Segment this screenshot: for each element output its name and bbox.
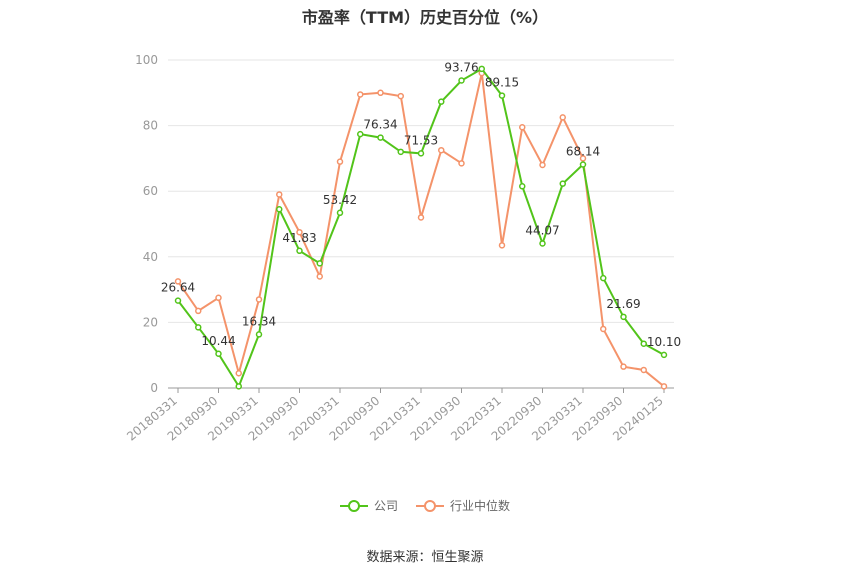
data-label: 76.34 [363,118,397,132]
point-company [519,183,526,190]
legend-line-green-icon [339,499,368,512]
point-company [559,180,566,187]
data-label-layer: 26.64 10.44 16.34 41.83 53.42 76.34 71.53 93.76… [161,60,681,348]
point-industry-median [498,242,506,249]
data-label: 89.15 [485,76,519,90]
data-label: 53.42 [323,193,357,207]
point-industry-median [255,296,263,303]
point-company [397,148,404,156]
data-label: 10.10 [647,335,681,349]
point-company [417,150,425,157]
point-industry-median [579,155,587,162]
legend-line-orange-icon [416,499,444,512]
point-industry-median [660,383,668,390]
point-company [235,383,242,390]
point-company [458,77,465,84]
data-label: 41.83 [282,231,316,245]
point-industry-median [620,363,627,370]
data-label: 68.14 [566,145,600,159]
point-company [660,351,668,359]
y-tick-label: 0 [150,381,158,395]
data-label: 26.64 [161,281,195,295]
point-industry-median [215,294,222,302]
point-company [255,331,263,338]
point-industry-median [519,123,526,131]
data-label: 16.34 [242,314,276,328]
point-company [600,274,607,282]
point-industry-median [417,214,425,221]
data-source: 数据来源：恒生聚源 [366,550,484,565]
point-industry-median [559,114,566,121]
point-industry-median [316,273,323,280]
point-industry-median [539,161,546,169]
chart-title: 市盈率（TTM）历史百分位（%） [301,8,549,27]
point-company [620,313,627,321]
point-industry-median [640,366,647,374]
point-company [316,260,323,267]
point-industry-median [357,91,364,98]
point-company [296,247,303,255]
point-company [276,205,283,213]
point-company [478,65,485,73]
point-company [357,130,364,138]
series-line-industry-median [177,72,665,388]
y-tick-label: 60 [143,184,158,198]
point-company [498,92,506,99]
point-company [640,340,647,347]
legend-item-company[interactable]: 公司 [339,497,398,514]
point-industry-median [174,278,182,285]
series-layer [174,65,668,390]
y-tick-label: 100 [135,53,158,67]
point-company [215,350,222,358]
y-tick-label: 20 [143,315,158,329]
legend-item-industry-median[interactable]: 行业中位数 [416,497,510,514]
point-industry-median [336,158,344,165]
point-industry-median [377,89,384,97]
point-industry-median [438,146,445,154]
point-industry-median [195,307,202,315]
data-label: 44.07 [525,223,559,237]
data-label: 93.76 [444,60,478,74]
point-industry-median [296,228,303,236]
point-industry-median [276,191,283,198]
legend-label-company: 公司 [373,499,398,513]
point-industry-median [397,92,404,100]
axis-layer: 0204060801002018033120180930201903312019… [124,53,674,444]
point-company [174,297,182,304]
point-industry-median [235,369,242,377]
point-company [377,134,384,141]
data-label: 10.44 [201,334,235,348]
y-tick-label: 40 [143,250,158,264]
point-company [539,240,546,247]
data-label: 71.53 [404,133,438,147]
point-company [195,324,202,331]
point-industry-median [600,325,607,333]
legend: 公司 行业中位数 [0,497,850,514]
grid-layer [168,59,674,323]
point-company [438,98,445,105]
legend-label-industry-median: 行业中位数 [450,499,511,513]
y-tick-label: 80 [143,119,158,133]
point-industry-median [458,160,465,167]
point-company [579,161,587,168]
data-label: 21.69 [606,297,640,311]
point-company [336,209,344,217]
